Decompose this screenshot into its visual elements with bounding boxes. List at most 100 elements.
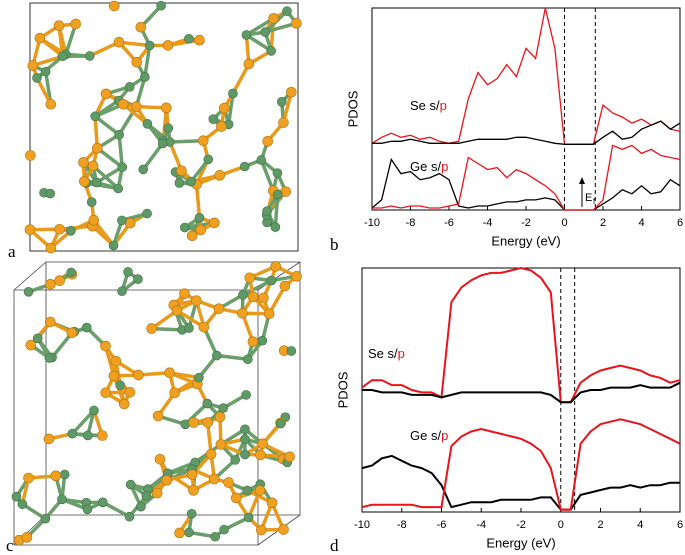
x-tick-label: 4 (637, 519, 643, 531)
atom (124, 82, 135, 92)
atom (257, 438, 268, 450)
atom (180, 419, 191, 430)
atom (86, 197, 97, 207)
bond (143, 45, 152, 78)
atom (219, 524, 229, 535)
atom (203, 154, 214, 165)
atom (213, 303, 225, 314)
atom (202, 398, 213, 409)
atom (100, 340, 111, 352)
atom (272, 189, 283, 200)
atom (156, 0, 166, 11)
atom (286, 346, 297, 356)
atom (237, 307, 248, 319)
atom (205, 448, 217, 460)
bond (88, 40, 120, 58)
atom (258, 292, 269, 304)
bond (216, 353, 249, 362)
atom (186, 509, 197, 519)
bond (245, 16, 275, 37)
atom (44, 316, 56, 328)
atom (186, 230, 198, 242)
atom (244, 272, 256, 284)
atom (113, 183, 124, 194)
atom (124, 511, 135, 522)
dos-label: Ge s/p (410, 159, 448, 174)
atom (228, 88, 238, 99)
atom (32, 333, 43, 344)
x-tick-label: -2 (516, 519, 526, 531)
atom (241, 390, 251, 400)
atom (219, 102, 230, 114)
pdos-line (372, 144, 681, 211)
atom (133, 369, 144, 381)
atom (66, 267, 76, 278)
atom (92, 142, 103, 154)
panel-label: c (6, 536, 14, 555)
atom (214, 170, 226, 181)
x-tick-label: -4 (483, 217, 493, 229)
structure-a (24, 0, 302, 254)
atom (54, 223, 65, 235)
atom (257, 335, 268, 346)
atom (140, 72, 150, 82)
atom (66, 327, 78, 339)
atom (263, 308, 275, 320)
dos-label: Se s/p (410, 98, 447, 113)
atom (184, 527, 194, 538)
label-part: Se s/ (410, 98, 440, 113)
fermi-sub: f (593, 197, 596, 206)
atom (282, 6, 292, 16)
atom (195, 224, 206, 236)
x-tick-label: 0 (558, 519, 564, 531)
atom (23, 472, 34, 484)
x-tick-label: -4 (476, 519, 486, 531)
atom (163, 123, 174, 134)
label-part: Se s/ (368, 346, 398, 361)
pdos-line (361, 418, 681, 511)
atom (25, 150, 36, 161)
atom (67, 428, 78, 439)
atom (25, 339, 37, 351)
bond (194, 184, 202, 218)
atom (171, 305, 183, 316)
x-tick-label: 2 (600, 217, 606, 229)
atom (247, 336, 259, 347)
atom (278, 524, 289, 535)
x-axis-label: Energy (eV) (491, 233, 560, 248)
atom (255, 524, 267, 536)
atom (40, 66, 51, 77)
atom (110, 355, 122, 367)
bond (95, 165, 124, 185)
atom (100, 88, 112, 100)
atom (53, 20, 65, 32)
atom (202, 417, 213, 428)
atom (24, 224, 36, 235)
x-tick-label: -8 (406, 217, 416, 229)
atom (198, 321, 210, 333)
atom (169, 387, 180, 399)
pdos-line (372, 120, 681, 145)
bond (71, 409, 96, 435)
atom (240, 424, 250, 435)
panel-label: b (330, 235, 339, 254)
label-part: p (440, 98, 447, 113)
atom (162, 40, 174, 51)
atom (97, 430, 108, 441)
atom (144, 40, 155, 51)
x-tick-label: 6 (677, 217, 683, 229)
atom (230, 492, 242, 504)
atom (151, 487, 163, 499)
atom (256, 155, 267, 165)
atom (59, 469, 70, 480)
structure-c (11, 261, 302, 546)
atom (161, 102, 172, 114)
atom (17, 499, 28, 509)
bond (205, 422, 213, 455)
atom (268, 13, 279, 24)
bond (267, 285, 287, 315)
atom (174, 178, 185, 188)
atom (124, 217, 136, 229)
